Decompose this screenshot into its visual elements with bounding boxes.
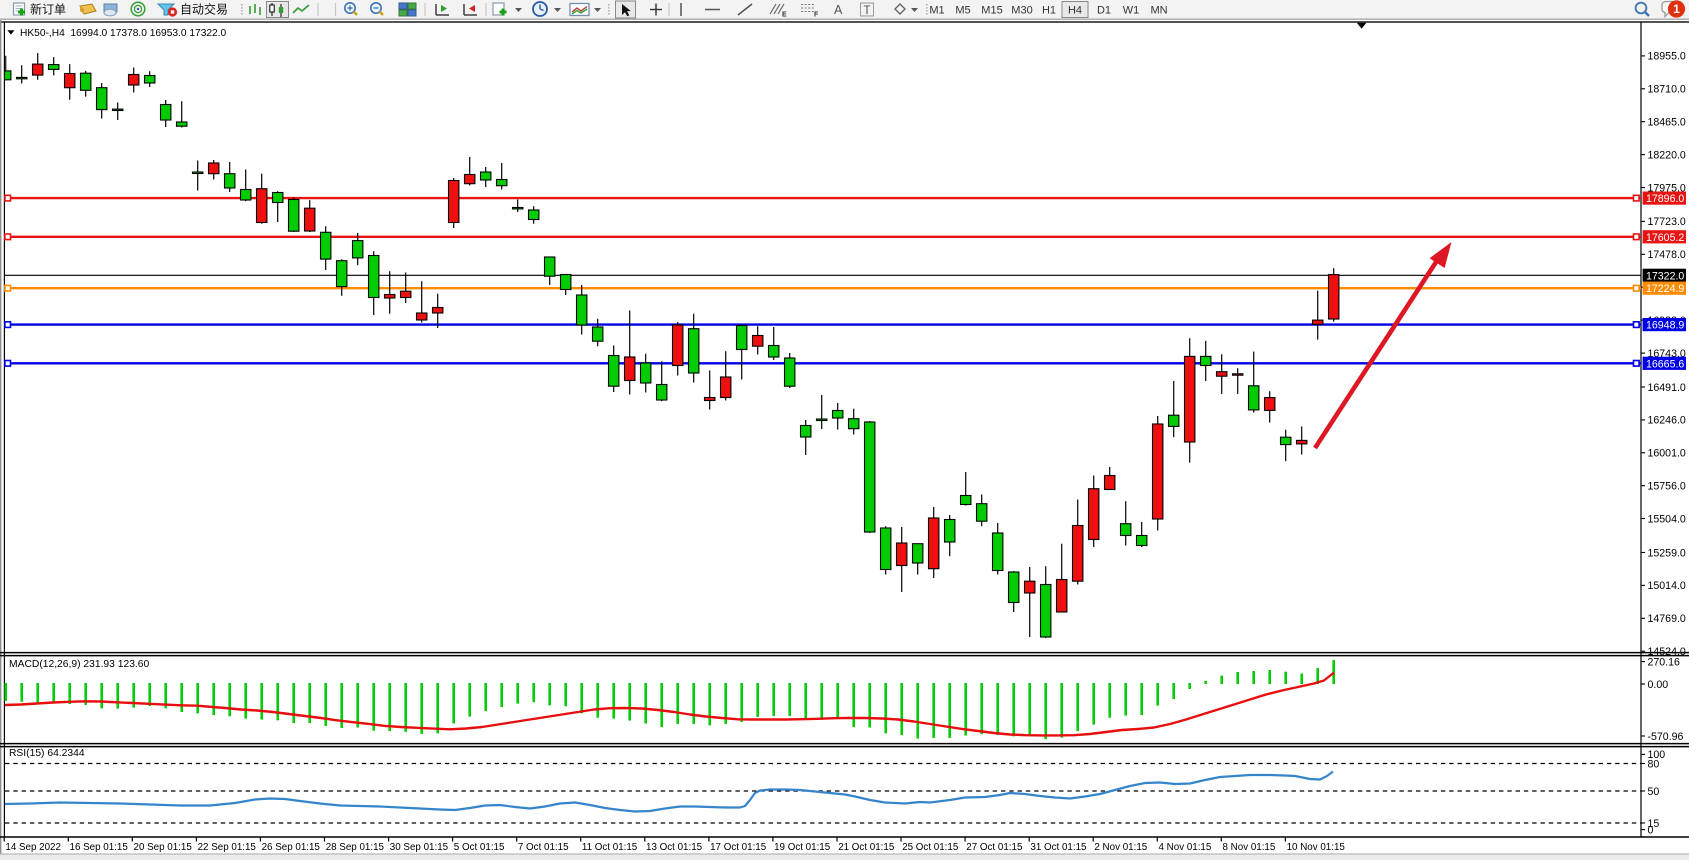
svg-text:17 Oct 01:15: 17 Oct 01:15 bbox=[710, 842, 767, 853]
svg-text:M30: M30 bbox=[1011, 5, 1032, 17]
svg-text:16665.6: 16665.6 bbox=[1646, 358, 1684, 370]
svg-text:18220.0: 18220.0 bbox=[1648, 149, 1686, 161]
svg-text:21 Oct 01:15: 21 Oct 01:15 bbox=[838, 842, 895, 853]
svg-text:RSI(15) 64.2344: RSI(15) 64.2344 bbox=[9, 748, 85, 759]
svg-text:15: 15 bbox=[1648, 818, 1660, 830]
svg-text:15756.0: 15756.0 bbox=[1648, 481, 1686, 493]
svg-text:13 Oct 01:15: 13 Oct 01:15 bbox=[646, 842, 703, 853]
svg-text:MN: MN bbox=[1150, 5, 1167, 17]
svg-text:15014.0: 15014.0 bbox=[1648, 580, 1686, 592]
svg-text:17605.2: 17605.2 bbox=[1646, 232, 1684, 244]
svg-text:18710.0: 18710.0 bbox=[1648, 84, 1686, 96]
svg-text:M15: M15 bbox=[981, 5, 1002, 17]
svg-text:14524.0: 14524.0 bbox=[1648, 646, 1686, 658]
svg-text:5 Oct 01:15: 5 Oct 01:15 bbox=[454, 842, 505, 853]
svg-text:W1: W1 bbox=[1123, 5, 1140, 17]
svg-text:270.16: 270.16 bbox=[1648, 656, 1681, 668]
svg-text:T: T bbox=[864, 5, 871, 17]
svg-text:15504.0: 15504.0 bbox=[1648, 513, 1686, 525]
svg-text:新订单: 新订单 bbox=[30, 2, 66, 17]
svg-text:17975.0: 17975.0 bbox=[1648, 182, 1686, 194]
svg-text:100: 100 bbox=[1648, 749, 1666, 761]
svg-text:7 Oct 01:15: 7 Oct 01:15 bbox=[518, 842, 569, 853]
svg-text:0.00: 0.00 bbox=[1648, 679, 1669, 691]
svg-text:16 Sep 01:15: 16 Sep 01:15 bbox=[70, 842, 129, 853]
svg-text:14769.0: 14769.0 bbox=[1648, 613, 1686, 625]
svg-text:E: E bbox=[782, 12, 787, 19]
svg-text:17224.9: 17224.9 bbox=[1646, 283, 1684, 295]
svg-text:50: 50 bbox=[1648, 786, 1660, 798]
svg-text:19 Oct 01:15: 19 Oct 01:15 bbox=[774, 842, 831, 853]
svg-text:-570.96: -570.96 bbox=[1648, 731, 1684, 743]
svg-text:18955.0: 18955.0 bbox=[1648, 51, 1686, 63]
svg-text:16491.0: 16491.0 bbox=[1648, 382, 1686, 394]
svg-text:4 Nov 01:15: 4 Nov 01:15 bbox=[1159, 842, 1212, 853]
svg-text:0: 0 bbox=[1648, 824, 1654, 836]
svg-text:17896.0: 17896.0 bbox=[1646, 193, 1684, 205]
svg-text:M1: M1 bbox=[929, 5, 944, 17]
svg-text:10 Nov 01:15: 10 Nov 01:15 bbox=[1287, 842, 1346, 853]
svg-text:15259.0: 15259.0 bbox=[1648, 547, 1686, 559]
svg-text:自动交易: 自动交易 bbox=[180, 2, 228, 17]
svg-text:16246.0: 16246.0 bbox=[1648, 415, 1686, 427]
svg-text:14 Sep 2022: 14 Sep 2022 bbox=[5, 842, 61, 853]
svg-text:17723.0: 17723.0 bbox=[1648, 216, 1686, 228]
svg-text:31 Oct 01:15: 31 Oct 01:15 bbox=[1030, 842, 1087, 853]
svg-text:8 Nov 01:15: 8 Nov 01:15 bbox=[1223, 842, 1276, 853]
svg-text:A: A bbox=[834, 3, 843, 17]
svg-text:25 Oct 01:15: 25 Oct 01:15 bbox=[902, 842, 959, 853]
svg-text:MACD(12,26,9) 231.93 123.60: MACD(12,26,9) 231.93 123.60 bbox=[9, 659, 150, 670]
svg-text:H1: H1 bbox=[1042, 5, 1056, 17]
svg-text:22 Sep 01:15: 22 Sep 01:15 bbox=[198, 842, 257, 853]
svg-text:17322.0: 17322.0 bbox=[1646, 270, 1684, 282]
svg-text:20 Sep 01:15: 20 Sep 01:15 bbox=[134, 842, 193, 853]
svg-text:11 Oct 01:15: 11 Oct 01:15 bbox=[582, 842, 638, 853]
svg-text:80: 80 bbox=[1648, 758, 1660, 770]
svg-text:16001.0: 16001.0 bbox=[1648, 448, 1686, 460]
svg-text:D1: D1 bbox=[1097, 5, 1111, 17]
svg-text:1: 1 bbox=[1673, 2, 1680, 16]
svg-text:F: F bbox=[814, 12, 819, 19]
svg-text:18465.0: 18465.0 bbox=[1648, 117, 1686, 129]
svg-text:28 Sep 01:15: 28 Sep 01:15 bbox=[326, 842, 385, 853]
svg-text:26 Sep 01:15: 26 Sep 01:15 bbox=[262, 842, 321, 853]
svg-text:17478.0: 17478.0 bbox=[1648, 249, 1686, 261]
svg-text:30 Sep 01:15: 30 Sep 01:15 bbox=[390, 842, 449, 853]
svg-text:H4: H4 bbox=[1068, 5, 1082, 17]
svg-text:27 Oct 01:15: 27 Oct 01:15 bbox=[966, 842, 1023, 853]
svg-text:2 Nov 01:15: 2 Nov 01:15 bbox=[1094, 842, 1147, 853]
svg-text:M5: M5 bbox=[955, 5, 970, 17]
svg-text:HK50-,H4 16994.0 17378.0 1695: HK50-,H4 16994.0 17378.0 16953.0 17322.0 bbox=[20, 28, 227, 39]
svg-text:16948.9: 16948.9 bbox=[1646, 320, 1684, 332]
